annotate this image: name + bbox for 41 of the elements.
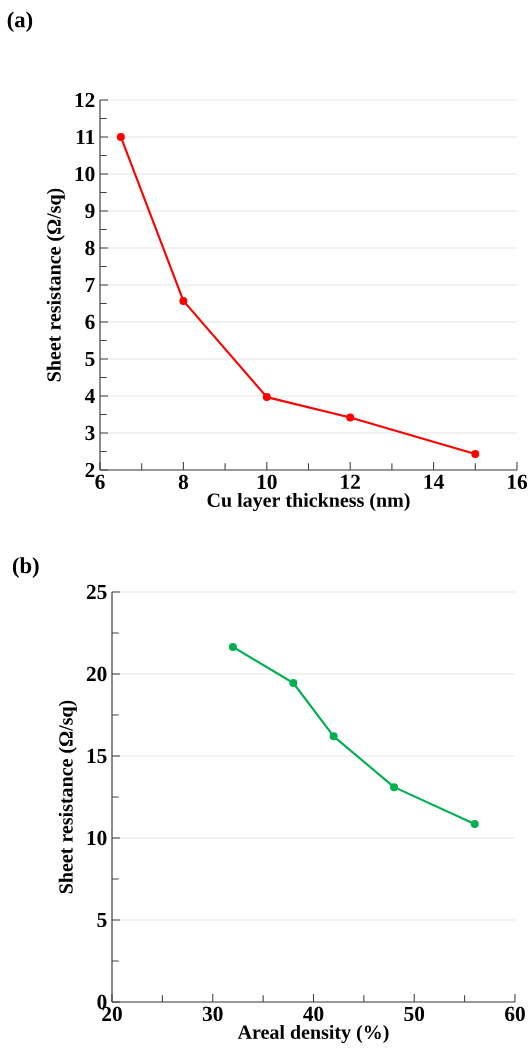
point xyxy=(228,642,237,651)
point xyxy=(179,296,188,305)
point xyxy=(346,413,355,422)
point xyxy=(116,132,125,141)
y-axis-title: Sheet resistance (Ω/sq) xyxy=(58,700,77,894)
y-tick-label: 9 xyxy=(85,203,95,219)
x-tick-label: 12 xyxy=(341,474,360,489)
point xyxy=(262,393,271,402)
y-tick-label: 2 xyxy=(85,462,95,478)
y-tick-label: 20 xyxy=(86,666,107,682)
x-tick-label: 40 xyxy=(303,1006,324,1022)
y-tick-label: 10 xyxy=(87,830,107,846)
x-tick-label: 14 xyxy=(424,474,444,489)
y-tick-label: 3 xyxy=(85,425,95,441)
y-tick-label: 8 xyxy=(85,240,95,256)
y-tick-label: 5 xyxy=(85,351,95,367)
y-tick-label: 11 xyxy=(76,129,95,145)
x-axis-title: Areal density (%) xyxy=(237,1024,389,1044)
y-tick-label: 5 xyxy=(97,912,107,928)
y-tick-label: 10 xyxy=(75,166,95,182)
y-tick-label: 6 xyxy=(85,314,95,330)
x-axis-title: Cu layer thickness (nm) xyxy=(207,492,410,512)
y-tick-label: 12 xyxy=(75,92,95,108)
y-tick-label: 7 xyxy=(85,278,95,292)
point xyxy=(329,732,338,741)
x-tick-label: 10 xyxy=(257,474,277,490)
y-tick-label: 15 xyxy=(87,748,107,764)
chart-title: (b) xyxy=(12,557,39,578)
x-tick-label: 30 xyxy=(202,1006,223,1022)
point xyxy=(390,783,399,792)
chart-title: (a) xyxy=(7,11,33,32)
x-tick-label: 50 xyxy=(404,1006,425,1022)
x-tick-label: 8 xyxy=(178,474,189,490)
x-tick-label: 16 xyxy=(508,474,528,490)
y-tick-label: 25 xyxy=(86,584,107,600)
y-tick-label: 4 xyxy=(84,388,95,404)
point xyxy=(471,450,480,459)
y-axis-title: Sheet resistance (Ω/sq) xyxy=(46,188,65,382)
x-tick-label: 60 xyxy=(505,1006,525,1022)
point xyxy=(470,820,479,829)
point xyxy=(289,679,298,688)
